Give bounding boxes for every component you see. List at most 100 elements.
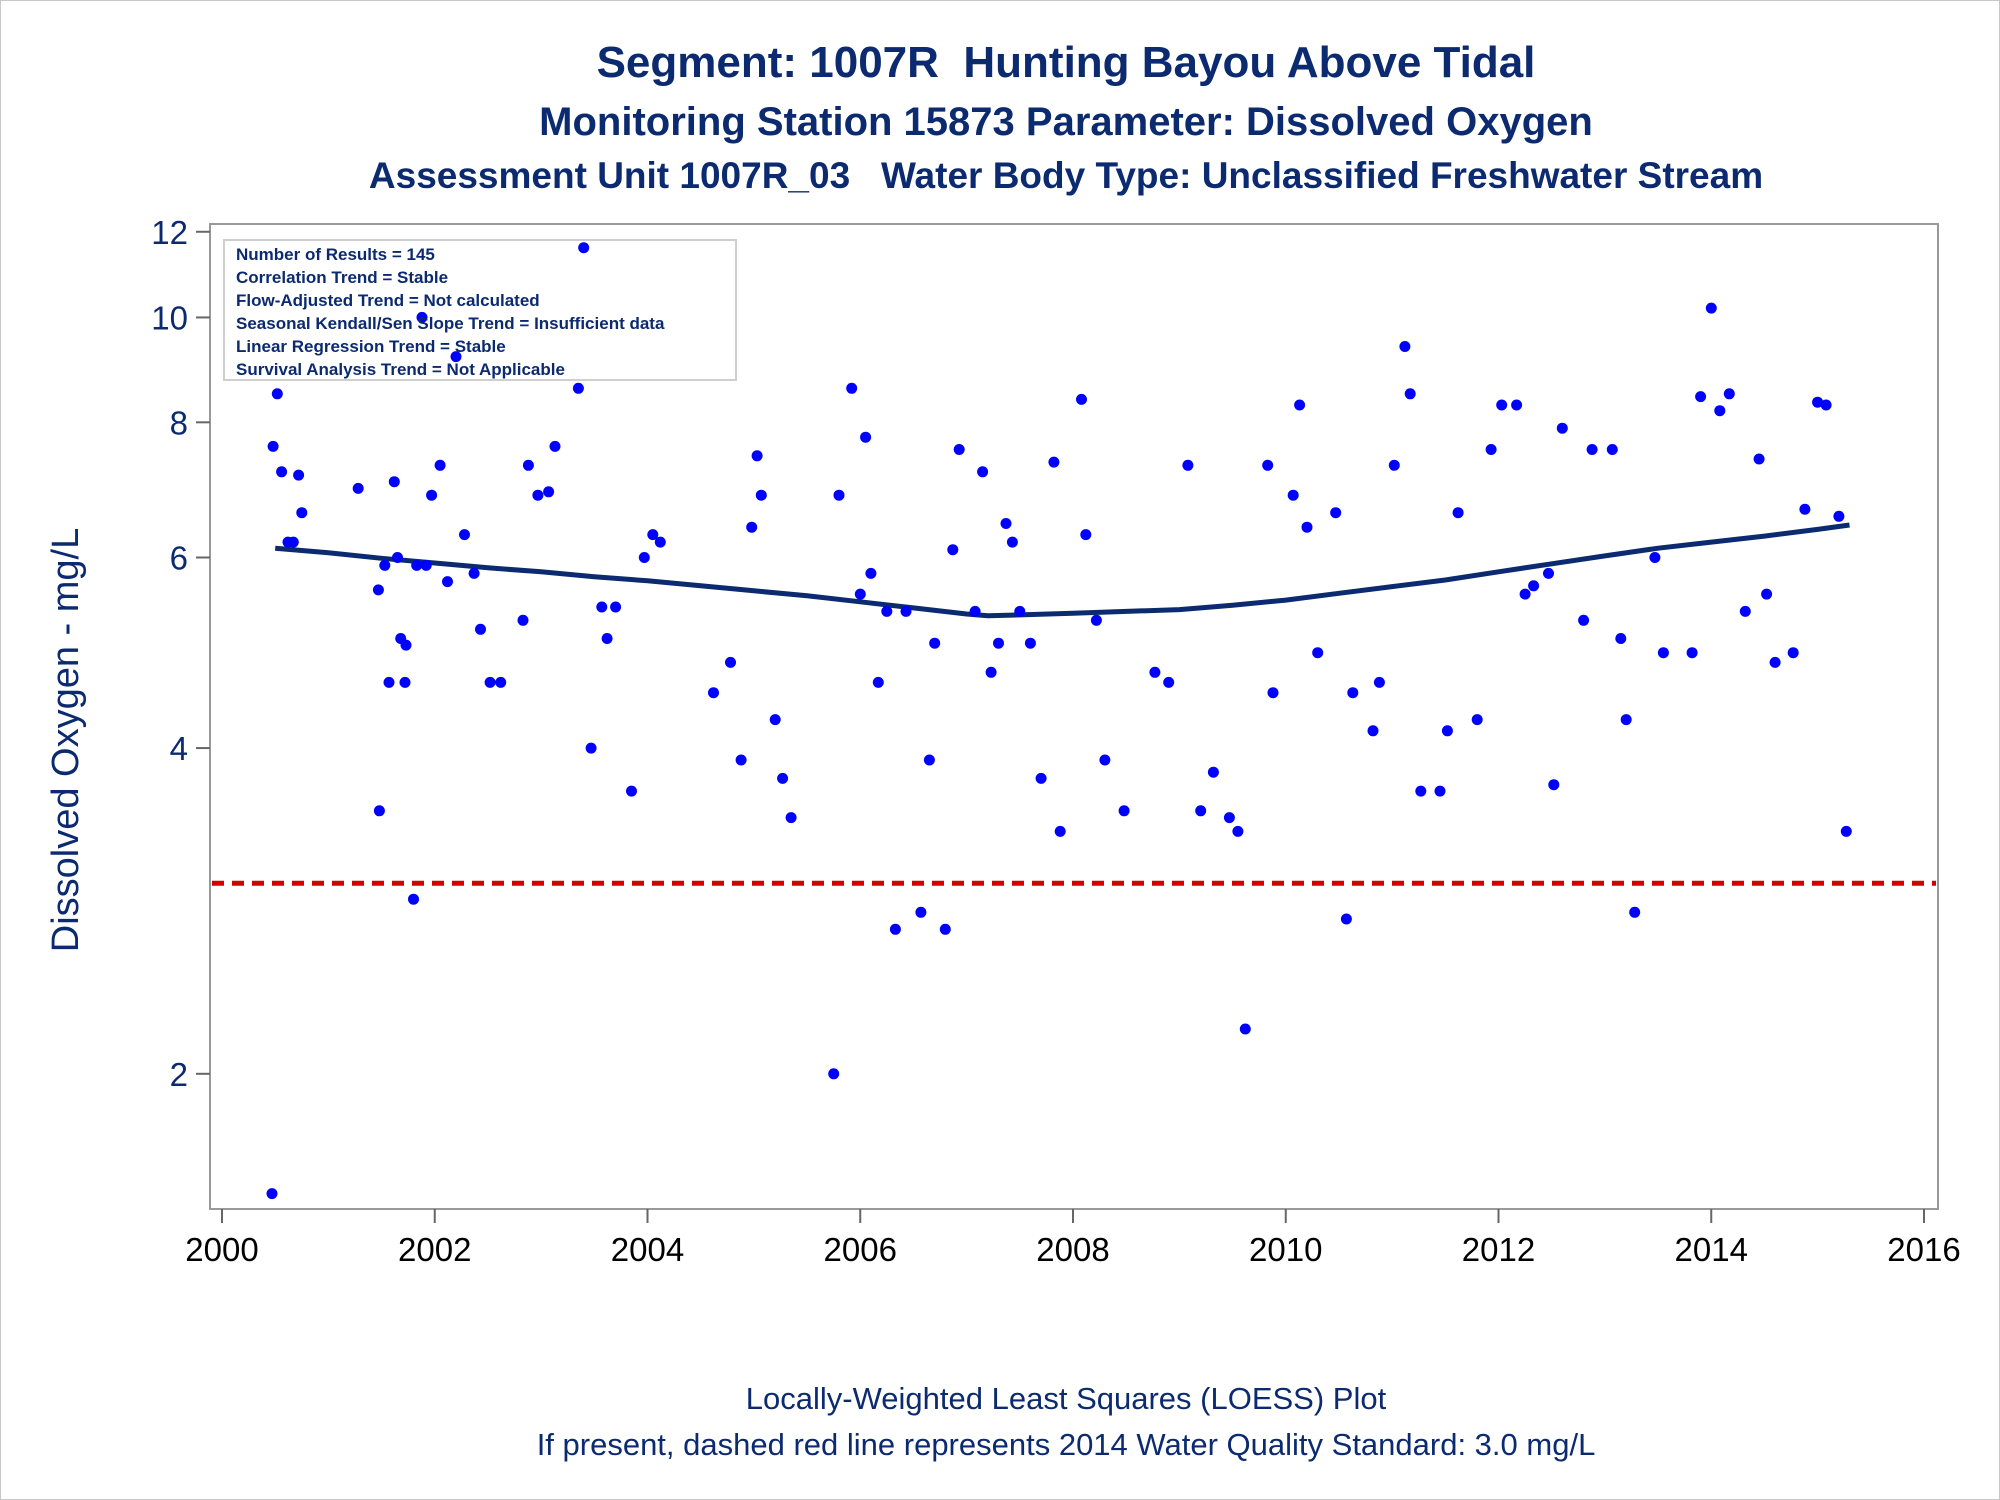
data-point — [1657, 647, 1669, 659]
chart-title: Segment: 1007R Hunting Bayou Above Tidal — [596, 38, 1536, 87]
data-point — [1195, 805, 1207, 817]
x-tick-label: 2004 — [611, 1231, 684, 1268]
data-point — [1399, 341, 1411, 352]
data-point — [977, 466, 989, 478]
data-point — [929, 637, 941, 649]
data-point — [517, 614, 529, 626]
data-point — [1548, 779, 1560, 791]
data-point — [746, 521, 758, 533]
info-box: Number of Results = 145 Correlation Trend… — [223, 239, 737, 381]
data-point — [416, 311, 428, 323]
data-point — [352, 482, 364, 494]
footnote-standard: If present, dashed red line represents 2… — [536, 1427, 1596, 1462]
data-point — [1076, 393, 1087, 405]
data-point — [1080, 529, 1092, 541]
data-point — [985, 666, 997, 678]
data-point — [1149, 666, 1161, 678]
data-point — [1471, 714, 1483, 726]
data-point — [1753, 453, 1765, 465]
data-point — [833, 489, 845, 501]
data-point — [1048, 456, 1060, 468]
data-point — [1799, 503, 1811, 515]
data-point — [267, 440, 279, 452]
data-point — [296, 507, 308, 519]
y-tick-label: 12 — [151, 214, 188, 251]
x-tick-label: 2000 — [185, 1231, 258, 1268]
data-point — [379, 559, 391, 571]
data-point — [1485, 444, 1497, 455]
x-axis: 2000 2002 2004 2006 2008 2010 2012 2014 2016 — [185, 1209, 1961, 1268]
data-point — [1024, 637, 1036, 649]
data-point — [601, 633, 613, 644]
data-point — [854, 588, 866, 600]
x-tick-label: 2006 — [824, 1231, 897, 1268]
data-point — [411, 559, 423, 571]
data-point — [1833, 510, 1845, 522]
data-point — [1761, 588, 1773, 600]
data-point — [1739, 605, 1751, 617]
x-tick-label: 2014 — [1675, 1231, 1748, 1268]
data-point — [865, 567, 877, 579]
data-point — [1695, 391, 1707, 403]
data-point — [610, 601, 622, 613]
y-tick-label: 8 — [170, 404, 188, 441]
data-point — [638, 552, 650, 563]
data-point — [1415, 785, 1427, 797]
data-point — [596, 601, 608, 613]
info-box-line: Linear Regression Trend = Stable — [236, 337, 506, 356]
data-point — [751, 450, 763, 462]
x-tick-label: 2002 — [398, 1231, 471, 1268]
data-point — [900, 605, 912, 617]
data-point — [522, 459, 534, 471]
data-point — [468, 567, 480, 579]
data-point — [1301, 521, 1313, 533]
data-point — [549, 440, 561, 452]
data-point — [1262, 459, 1274, 471]
data-point — [953, 444, 965, 455]
info-box-line: Flow-Adjusted Trend = Not calculated — [236, 291, 540, 310]
data-point — [969, 605, 981, 617]
data-point — [532, 489, 544, 501]
data-point — [860, 431, 872, 443]
data-point — [543, 486, 555, 498]
data-point — [1373, 676, 1385, 688]
data-point — [1452, 507, 1464, 519]
data-point — [1223, 812, 1235, 824]
data-point — [1330, 507, 1342, 519]
data-point — [769, 714, 781, 726]
data-point — [1239, 1023, 1251, 1035]
data-point — [1267, 687, 1279, 699]
data-point — [266, 1188, 278, 1200]
chart-subtitle-2: Assessment Unit 1007R_03 Water Body Type… — [368, 155, 1764, 196]
data-point — [923, 754, 935, 766]
data-point — [846, 382, 858, 394]
data-point — [708, 687, 719, 699]
x-tick-label: 2016 — [1887, 1231, 1960, 1268]
data-point — [915, 906, 927, 918]
data-point — [1820, 399, 1832, 411]
info-box-border — [223, 239, 737, 381]
y-tick-label: 6 — [170, 540, 188, 577]
data-point — [1441, 725, 1453, 737]
y-tick-label: 10 — [151, 299, 188, 336]
data-point — [420, 559, 432, 571]
data-point — [1714, 405, 1726, 417]
data-point — [881, 605, 893, 617]
data-point — [939, 923, 951, 935]
chart-subtitle: Monitoring Station 15873 Parameter: Diss… — [539, 100, 1593, 144]
data-point — [1586, 444, 1598, 455]
data-point — [475, 623, 486, 635]
data-point — [434, 459, 446, 471]
data-point — [654, 536, 666, 548]
data-point — [1519, 588, 1531, 600]
data-point — [392, 552, 403, 563]
data-point — [1118, 805, 1130, 817]
data-point — [400, 639, 412, 651]
data-point — [450, 351, 462, 363]
data-point — [276, 466, 288, 478]
x-tick-label: 2012 — [1462, 1231, 1535, 1268]
data-point — [287, 536, 299, 548]
data-point — [426, 489, 438, 501]
info-box-line: Correlation Trend = Stable — [236, 268, 448, 287]
